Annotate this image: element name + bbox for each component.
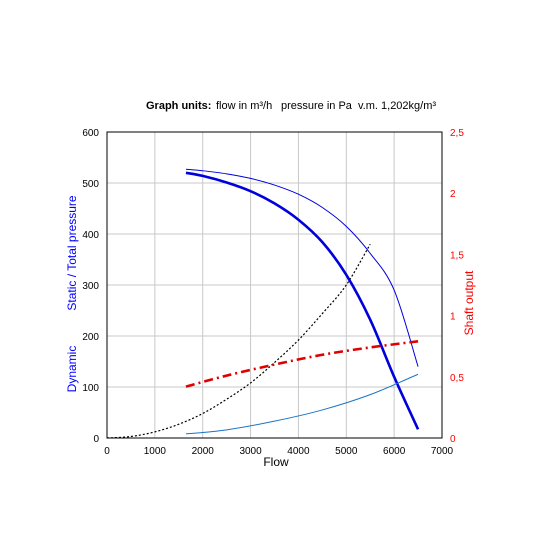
plot-frame	[106, 131, 443, 439]
dynamic-series-line	[185, 373, 419, 435]
y-left-tick-label: 0	[93, 434, 99, 445]
static-series-line	[185, 171, 420, 430]
header-pressure-units: pressure in Pa	[281, 100, 353, 112]
header-density: v.m. 1,202kg/m³	[358, 100, 436, 112]
y-right-tick-label: 2	[450, 189, 456, 200]
y-left-tick-label: 400	[82, 230, 99, 241]
tick-labels: 0 1000 2000 3000 4000 5000 6000 700001002003004…	[82, 128, 464, 457]
y-left-tick-label: 600	[82, 128, 99, 139]
x-tick-label: 1000	[144, 446, 167, 457]
x-tick-label: 5000	[335, 446, 358, 457]
header-units-label: Graph units:	[146, 100, 211, 112]
y-left-tick-label: 300	[82, 281, 99, 292]
x-tick-label: 2000	[192, 446, 215, 457]
total-series-line	[185, 168, 419, 367]
y-right-tick-label: 0,5	[450, 373, 464, 384]
system-series-line	[106, 243, 371, 439]
y-right-tick-label: 2,5	[450, 128, 464, 139]
x-tick-label: 0	[104, 446, 110, 457]
y-right-tick-label: 0	[450, 434, 456, 445]
y-left-tick-label: 200	[82, 332, 99, 343]
y-left-tick-label: 100	[82, 383, 99, 394]
chart-header: Graph units: flow in m³/h pressure in Pa…	[146, 100, 436, 112]
axis-labels: Flow Static / Total pressure Dynamic Sha…	[65, 195, 476, 469]
x-tick-label: 7000	[431, 446, 454, 457]
y-right-tick-label: 1,5	[450, 250, 464, 261]
y-right-tick-label: 1	[450, 312, 456, 323]
y-left-tick-label: 500	[82, 179, 99, 190]
shaft-series-line	[185, 340, 419, 388]
y-axis-label-dynamic: Dynamic	[65, 346, 79, 393]
x-tick-label: 6000	[383, 446, 406, 457]
y-axis-label-shaft-output: Shaft output	[462, 270, 476, 335]
header-flow-units: flow in m³/h	[216, 100, 272, 112]
x-tick-label: 4000	[287, 446, 310, 457]
y-axis-label-static-total: Static / Total pressure	[65, 195, 79, 310]
x-axis-label: Flow	[263, 455, 289, 469]
series-lines	[106, 168, 420, 439]
x-tick-label: 3000	[239, 446, 262, 457]
